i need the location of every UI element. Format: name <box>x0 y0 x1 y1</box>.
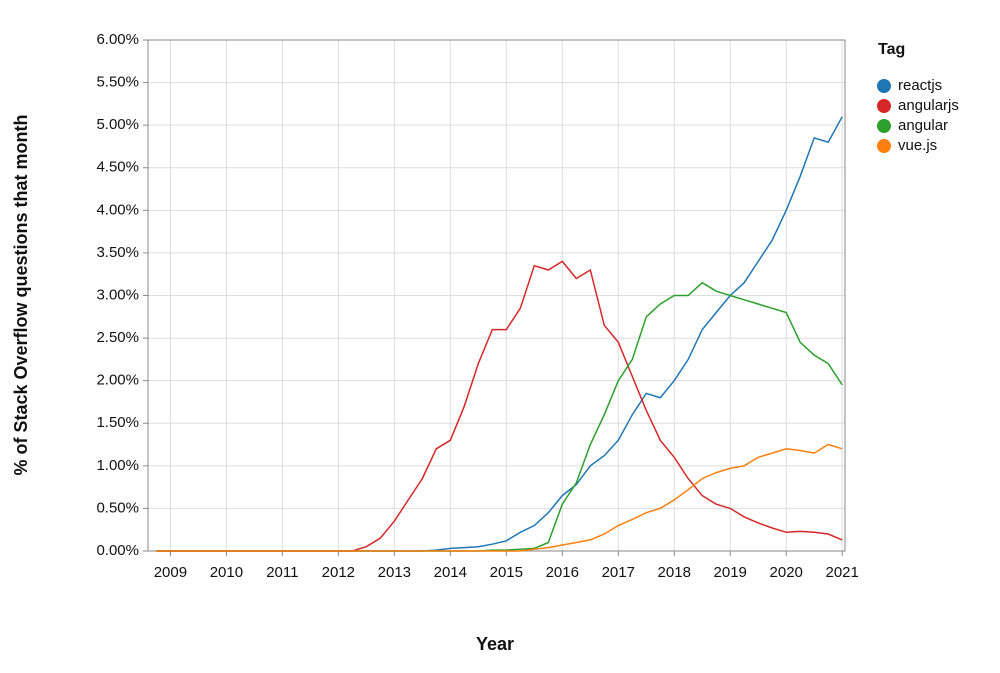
legend-swatch <box>877 99 891 113</box>
legend-swatch <box>877 79 891 93</box>
y-tick-label: 2.50% <box>96 329 139 346</box>
x-tick-label: 2012 <box>322 564 355 581</box>
y-tick-label: 1.50% <box>96 414 139 431</box>
legend-label: angular <box>898 117 948 134</box>
legend-label: reactjs <box>898 77 942 94</box>
x-tick-label: 2021 <box>826 564 859 581</box>
y-tick-label: 4.50% <box>96 159 139 176</box>
y-tick-label: 5.00% <box>96 116 139 133</box>
x-tick-label: 2013 <box>378 564 411 581</box>
y-axis-title: % of Stack Overflow questions that month <box>11 114 31 475</box>
x-tick-label: 2016 <box>546 564 579 581</box>
line <box>156 281 843 552</box>
y-tick-label: 6.00% <box>96 31 139 48</box>
y-tick-label: 2.00% <box>96 372 139 389</box>
x-tick-label: 2009 <box>154 564 187 581</box>
y-tick-label: 4.00% <box>96 201 139 218</box>
y-tick-label: 3.00% <box>96 286 139 303</box>
line <box>156 116 843 552</box>
legend-label: angularjs <box>898 97 959 114</box>
y-tick-label: 5.50% <box>96 74 139 91</box>
x-axis-title: Year <box>476 634 514 654</box>
legend-swatch <box>877 139 891 153</box>
legend-swatch <box>877 119 891 133</box>
x-tick-label: 2020 <box>770 564 803 581</box>
x-tick-label: 2017 <box>602 564 635 581</box>
legend-label: vue.js <box>898 137 937 154</box>
legend-title: Tag <box>878 41 905 58</box>
x-tick-label: 2014 <box>434 564 467 581</box>
y-tick-label: 3.50% <box>96 244 139 261</box>
x-tick-label: 2019 <box>714 564 747 581</box>
x-tick-label: 2010 <box>210 564 243 581</box>
line <box>156 260 843 552</box>
x-tick-label: 2018 <box>658 564 691 581</box>
line <box>156 443 843 552</box>
x-tick-label: 2015 <box>490 564 523 581</box>
y-tick-label: 0.50% <box>96 499 139 516</box>
y-tick-label: 0.00% <box>96 542 139 559</box>
x-tick-label: 2011 <box>266 564 298 581</box>
y-tick-label: 1.00% <box>96 457 139 474</box>
